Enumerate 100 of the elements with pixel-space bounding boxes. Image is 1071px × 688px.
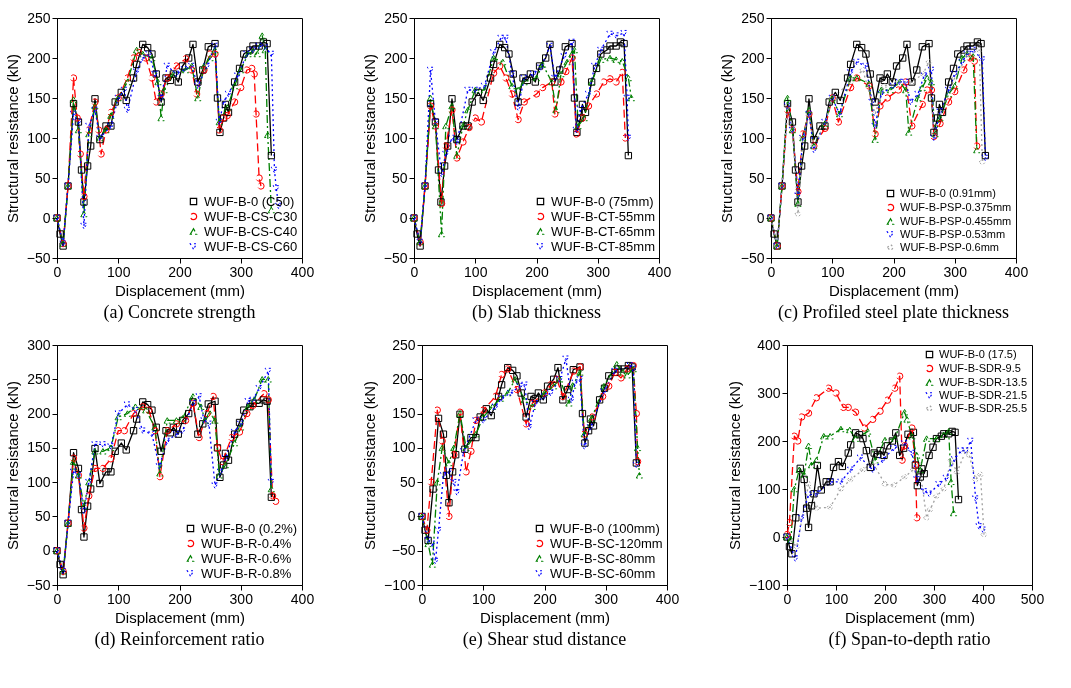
point: [612, 56, 620, 63]
point: [581, 108, 590, 117]
point: [831, 88, 839, 97]
point: [163, 417, 171, 424]
point: [896, 451, 904, 460]
point: [864, 428, 872, 435]
point: [480, 86, 489, 94]
point: [621, 134, 629, 142]
point: [951, 428, 959, 437]
point: [114, 427, 122, 435]
text: (e) Shear stud distance: [462, 629, 627, 650]
point: [416, 242, 424, 250]
y-axis-title: Structural resistance (kN): [360, 53, 378, 224]
point: [825, 98, 833, 106]
point: [612, 32, 620, 39]
point: [80, 210, 88, 218]
y-axis-title: Structural resistance (kN): [725, 380, 743, 551]
point: [847, 475, 855, 484]
point: [837, 478, 845, 486]
point: [788, 550, 796, 558]
point: [195, 393, 203, 400]
point: [603, 46, 611, 54]
point: [927, 86, 936, 94]
point: [132, 60, 141, 69]
point: [812, 456, 821, 464]
point: [139, 427, 147, 434]
point: [551, 110, 559, 118]
point: [846, 78, 855, 86]
point: [570, 46, 579, 54]
legend-label: WUF-B-CT-55mm: [551, 208, 655, 224]
point: [87, 142, 95, 150]
point: [883, 396, 892, 404]
point: [975, 523, 983, 530]
point: [80, 192, 88, 201]
point: [862, 50, 870, 58]
point: [788, 118, 797, 126]
point: [869, 415, 877, 424]
point: [539, 396, 547, 404]
point: [189, 40, 197, 49]
point: [857, 43, 866, 52]
point: [531, 78, 539, 86]
point: [562, 355, 570, 362]
legend-label: WUF-B-PSP-0.375mm: [900, 200, 1012, 213]
point: [199, 420, 207, 428]
legend-label: WUF-B-PSP-0.53mm: [900, 227, 1006, 240]
point: [618, 68, 626, 77]
point: [559, 392, 567, 401]
point: [213, 94, 222, 102]
legend-label: WUF-B-R-0.6%: [201, 550, 292, 566]
point: [894, 86, 903, 94]
point: [853, 40, 861, 49]
point: [846, 60, 855, 69]
point: [804, 523, 813, 532]
point: [123, 410, 132, 417]
point: [80, 222, 88, 230]
point: [237, 424, 245, 431]
point: [85, 492, 93, 500]
point: [570, 94, 579, 102]
point: [468, 98, 476, 106]
point: [445, 512, 453, 521]
point: [413, 230, 421, 238]
point: [471, 114, 479, 122]
point: [798, 514, 806, 522]
point: [862, 62, 870, 70]
point: [817, 486, 825, 494]
point: [267, 485, 276, 493]
legend-label: WUF-B-SDR-9.5: [939, 361, 1021, 374]
legend-label: WUF-B-SC-80mm: [550, 550, 656, 566]
point: [211, 50, 219, 58]
point: [117, 88, 125, 97]
x-axis-title: Displacement (mm): [114, 608, 246, 626]
point: [970, 57, 979, 65]
point: [551, 74, 559, 82]
point: [227, 433, 236, 442]
point: [556, 66, 564, 74]
point: [620, 29, 628, 37]
point: [605, 372, 613, 380]
point: [489, 60, 498, 69]
text: (a) Concrete strength: [103, 302, 256, 323]
legend-label: WUF-B-CT-65mm: [551, 223, 655, 239]
point: [826, 432, 834, 440]
point: [542, 54, 550, 62]
point: [792, 514, 800, 522]
y-tick-label: 50: [34, 507, 51, 524]
point: [870, 449, 878, 457]
point: [855, 431, 864, 439]
point: [954, 495, 963, 504]
point: [174, 78, 182, 86]
point: [91, 106, 99, 114]
point: [913, 452, 921, 459]
y-tick-label: −50: [740, 249, 765, 266]
point: [255, 174, 263, 182]
point: [139, 398, 147, 406]
point: [914, 90, 922, 98]
point: [918, 84, 926, 91]
point: [953, 468, 961, 476]
y-tick-label: 50: [399, 473, 416, 490]
point: [844, 449, 852, 457]
point: [925, 490, 933, 498]
point: [632, 409, 641, 418]
